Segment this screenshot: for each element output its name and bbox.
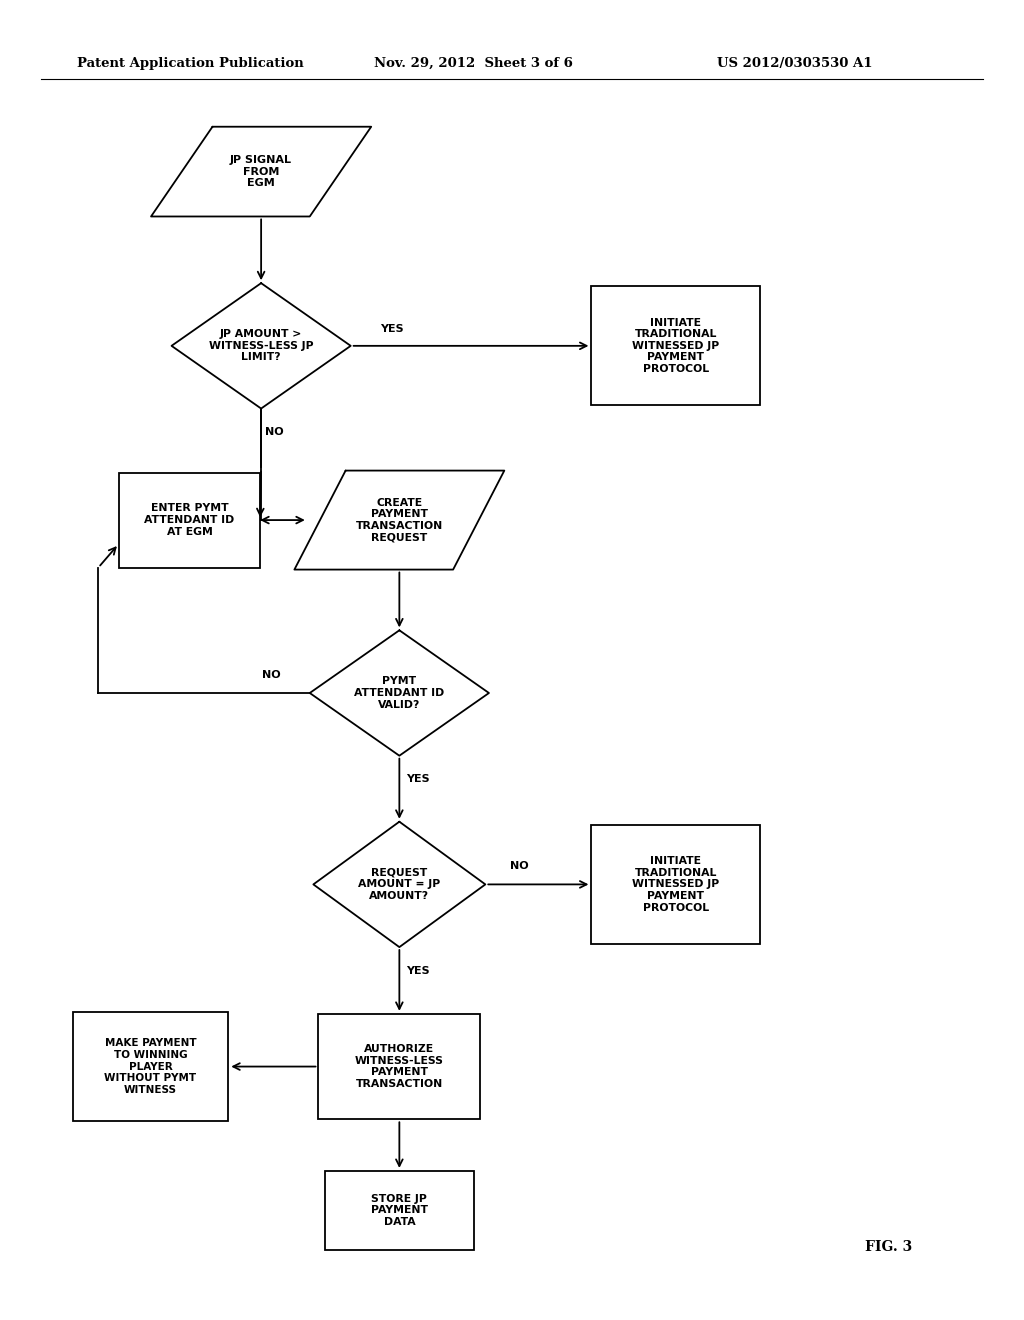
Bar xyxy=(592,825,760,944)
Text: US 2012/0303530 A1: US 2012/0303530 A1 xyxy=(717,57,872,70)
Text: YES: YES xyxy=(380,323,403,334)
Text: PYMT
ATTENDANT ID
VALID?: PYMT ATTENDANT ID VALID? xyxy=(354,676,444,710)
Text: Nov. 29, 2012  Sheet 3 of 6: Nov. 29, 2012 Sheet 3 of 6 xyxy=(374,57,572,70)
Text: ENTER PYMT
ATTENDANT ID
AT EGM: ENTER PYMT ATTENDANT ID AT EGM xyxy=(144,503,234,537)
Text: STORE JP
PAYMENT
DATA: STORE JP PAYMENT DATA xyxy=(371,1193,428,1228)
Text: AUTHORIZE
WITNESS-LESS
PAYMENT
TRANSACTION: AUTHORIZE WITNESS-LESS PAYMENT TRANSACTI… xyxy=(355,1044,443,1089)
Text: FIG. 3: FIG. 3 xyxy=(865,1241,912,1254)
Text: NO: NO xyxy=(510,861,528,871)
Text: YES: YES xyxy=(406,775,430,784)
Text: Patent Application Publication: Patent Application Publication xyxy=(77,57,303,70)
Text: JP AMOUNT >
WITNESS-LESS JP
LIMIT?: JP AMOUNT > WITNESS-LESS JP LIMIT? xyxy=(209,329,313,363)
Text: JP SIGNAL
FROM
EGM: JP SIGNAL FROM EGM xyxy=(230,154,292,189)
Text: NO: NO xyxy=(265,428,284,437)
Text: INITIATE
TRADITIONAL
WITNESSED JP
PAYMENT
PROTOCOL: INITIATE TRADITIONAL WITNESSED JP PAYMEN… xyxy=(632,318,720,374)
Bar xyxy=(592,286,760,405)
Bar xyxy=(326,1171,473,1250)
Text: MAKE PAYMENT
TO WINNING
PLAYER
WITHOUT PYMT
WITNESS: MAKE PAYMENT TO WINNING PLAYER WITHOUT P… xyxy=(104,1039,197,1094)
Text: NO: NO xyxy=(261,669,281,680)
Bar xyxy=(73,1012,228,1121)
Text: REQUEST
AMOUNT = JP
AMOUNT?: REQUEST AMOUNT = JP AMOUNT? xyxy=(358,867,440,902)
Text: CREATE
PAYMENT
TRANSACTION
REQUEST: CREATE PAYMENT TRANSACTION REQUEST xyxy=(355,498,443,543)
Text: INITIATE
TRADITIONAL
WITNESSED JP
PAYMENT
PROTOCOL: INITIATE TRADITIONAL WITNESSED JP PAYMEN… xyxy=(632,857,720,912)
Text: YES: YES xyxy=(406,966,430,975)
Bar xyxy=(119,473,260,568)
Bar xyxy=(318,1014,480,1119)
